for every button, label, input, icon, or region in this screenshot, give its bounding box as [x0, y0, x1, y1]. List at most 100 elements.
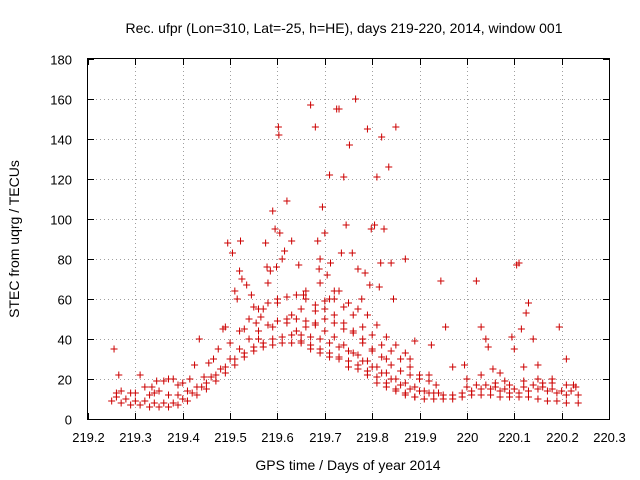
- data-point: [487, 391, 495, 399]
- grid: [88, 59, 609, 419]
- data-point: [210, 355, 218, 363]
- data-point: [131, 397, 139, 405]
- y-tick-label: 180: [50, 53, 72, 68]
- data-point: [477, 323, 485, 331]
- data-point: [377, 259, 385, 267]
- data-point: [288, 339, 296, 347]
- data-point: [406, 371, 414, 379]
- y-tick-label: 40: [58, 333, 72, 348]
- data-point: [321, 297, 329, 305]
- data-point: [354, 265, 362, 273]
- data-point: [327, 259, 335, 267]
- data-point: [311, 307, 319, 315]
- data-point: [515, 393, 523, 401]
- data-point: [517, 325, 525, 333]
- data-point: [335, 343, 343, 351]
- data-point: [155, 403, 163, 411]
- data-point: [425, 371, 433, 379]
- data-point: [534, 395, 542, 403]
- data-point: [150, 399, 158, 407]
- data-point: [427, 341, 435, 349]
- data-point: [562, 399, 570, 407]
- data-point: [411, 393, 419, 401]
- data-point: [252, 319, 260, 327]
- data-point: [153, 377, 161, 385]
- data-point: [115, 371, 123, 379]
- data-point: [302, 323, 310, 331]
- data-point: [543, 387, 551, 395]
- data-point: [345, 347, 352, 355]
- data-point: [562, 391, 570, 399]
- data-point: [506, 381, 514, 389]
- data-point: [368, 331, 376, 339]
- data-point: [397, 355, 405, 363]
- data-point: [262, 239, 270, 247]
- data-point: [496, 387, 504, 395]
- x-tick-label: 220.2: [546, 430, 579, 445]
- data-point: [430, 395, 438, 403]
- x-tick-label: 219.3: [119, 430, 152, 445]
- data-point: [524, 393, 532, 401]
- data-point: [160, 399, 168, 407]
- data-point: [458, 393, 466, 401]
- data-point: [515, 259, 523, 267]
- data-point: [382, 333, 390, 341]
- data-point: [389, 295, 397, 303]
- data-point: [510, 385, 518, 393]
- data-point: [200, 373, 208, 381]
- data-point: [288, 237, 296, 245]
- data-point: [243, 281, 251, 289]
- data-point: [257, 313, 265, 321]
- data-point: [562, 355, 570, 363]
- data-point: [283, 319, 291, 327]
- data-point: [416, 371, 424, 379]
- data-point: [236, 327, 244, 335]
- x-axis-label: GPS time / Days of year 2014: [255, 457, 440, 473]
- data-point: [202, 385, 210, 393]
- data-point: [112, 393, 120, 401]
- data-point: [259, 343, 267, 351]
- data-point: [354, 305, 362, 313]
- data-point: [358, 295, 366, 303]
- data-point: [373, 321, 381, 329]
- data-point: [264, 321, 272, 329]
- data-point: [269, 323, 277, 331]
- chart-title: Rec. ufpr (Lon=310, Lat=-25, h=HE), days…: [125, 20, 562, 36]
- data-point: [442, 323, 450, 331]
- data-point: [345, 299, 352, 307]
- data-point: [363, 125, 371, 133]
- y-tick-label: 120: [50, 173, 72, 188]
- data-point: [318, 203, 326, 211]
- data-point: [373, 173, 381, 181]
- data-point: [110, 345, 118, 353]
- y-tick-label: 140: [50, 133, 72, 148]
- data-point: [378, 353, 386, 361]
- data-point: [354, 351, 362, 359]
- axis-ticks: 219.2 219.3 219.4 219.5 219.6 219.7 219.8 219.9…: [50, 53, 625, 446]
- data-point: [363, 371, 371, 379]
- x-tick-label: 220: [457, 430, 479, 445]
- data-point: [367, 225, 375, 233]
- data-point: [292, 327, 300, 335]
- data-point: [437, 277, 445, 285]
- data-point: [174, 381, 182, 389]
- data-point: [420, 395, 428, 403]
- data-point: [449, 395, 457, 403]
- data-point: [179, 395, 187, 403]
- data-point: [534, 385, 542, 393]
- x-tick-label: 219.9: [404, 430, 437, 445]
- x-tick-label: 219.4: [167, 430, 200, 445]
- data-point: [278, 339, 286, 347]
- data-point: [520, 383, 528, 391]
- data-point: [496, 369, 504, 377]
- data-point: [169, 375, 177, 383]
- data-point: [330, 311, 338, 319]
- data-point: [352, 95, 360, 103]
- data-point: [117, 399, 125, 407]
- data-point: [501, 377, 509, 385]
- data-point: [307, 333, 315, 341]
- data-point: [510, 345, 518, 353]
- data-point: [406, 385, 414, 393]
